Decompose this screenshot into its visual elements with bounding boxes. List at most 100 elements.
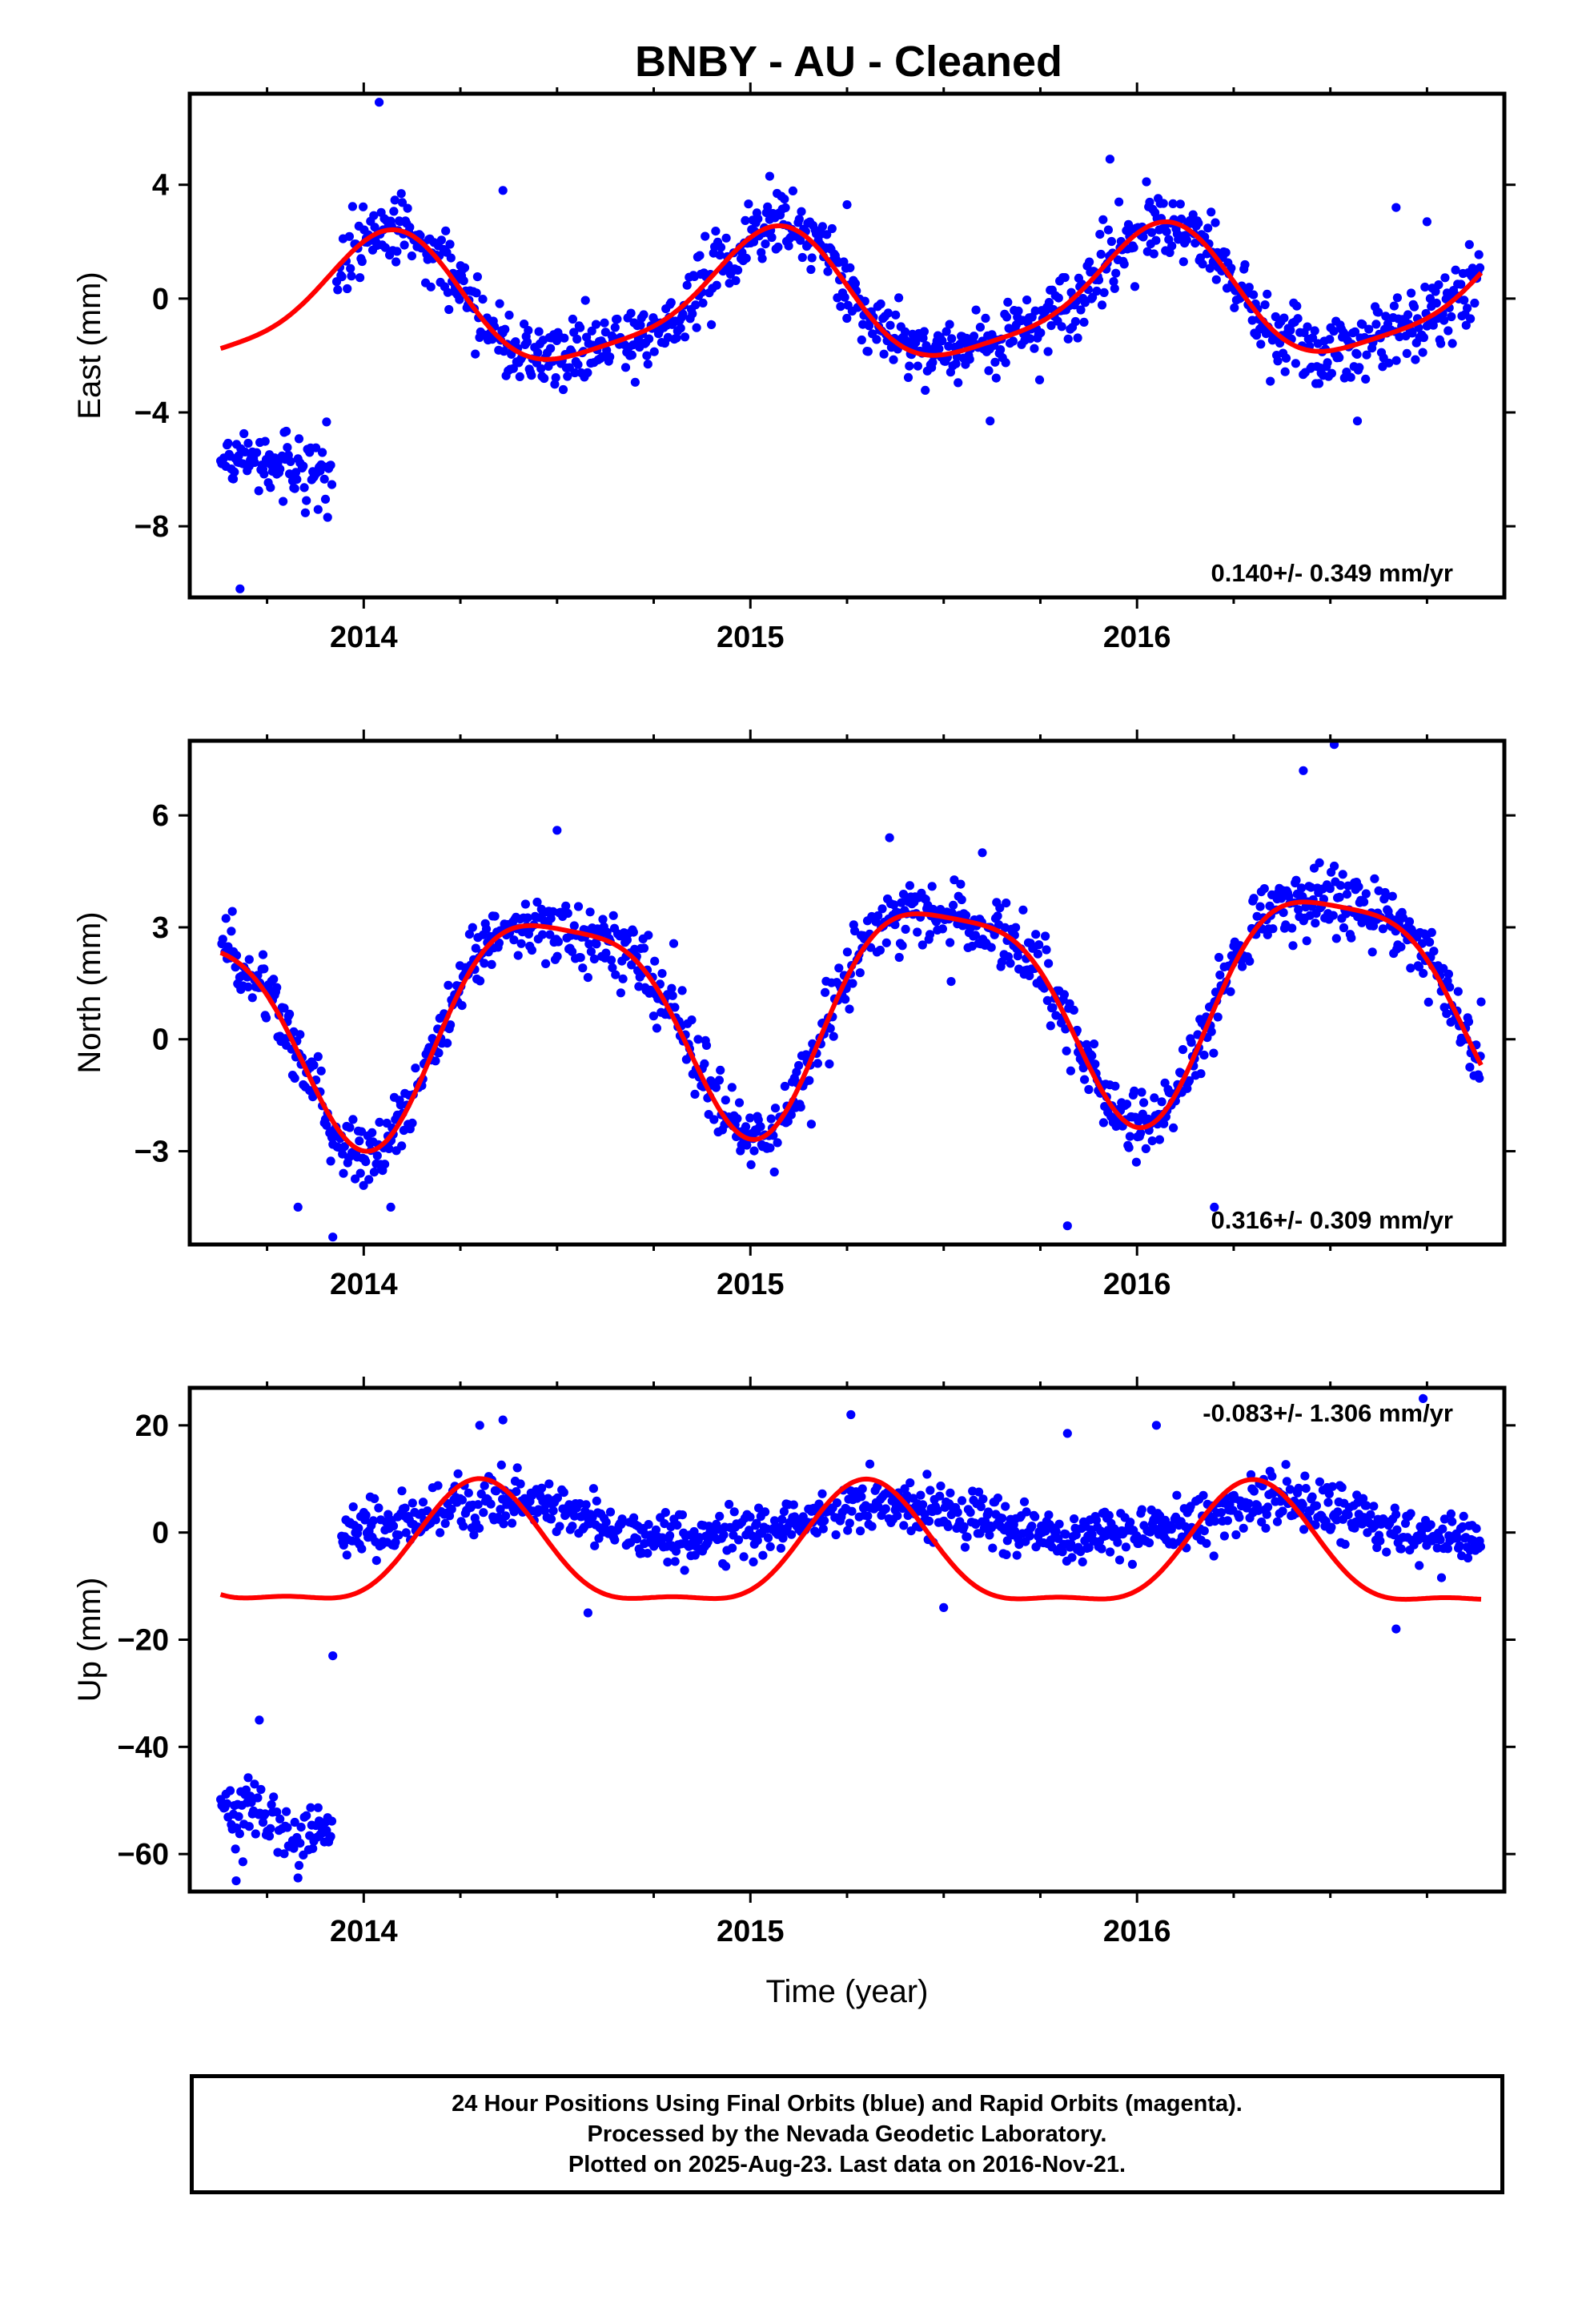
north-y-tick-label: 6 bbox=[152, 799, 169, 833]
up-data-point bbox=[610, 1535, 620, 1545]
east-data-point bbox=[1151, 235, 1161, 245]
north-data-point bbox=[1013, 951, 1022, 961]
north-data-point bbox=[1080, 1075, 1090, 1084]
up-data-point bbox=[1027, 1522, 1037, 1531]
up-data-point bbox=[1281, 1460, 1291, 1470]
east-data-point bbox=[857, 335, 866, 345]
north-data-point bbox=[1025, 971, 1034, 980]
north-data-point bbox=[1226, 987, 1235, 996]
north-data-point bbox=[538, 930, 548, 939]
north-data-point bbox=[364, 1175, 374, 1184]
up-data-point bbox=[857, 1484, 867, 1494]
up-data-point bbox=[1010, 1526, 1020, 1536]
up-data-point bbox=[440, 1518, 450, 1528]
east-data-point bbox=[389, 207, 399, 216]
up-data-point bbox=[1002, 1536, 1012, 1546]
east-data-point bbox=[322, 417, 331, 427]
north-data-point bbox=[850, 926, 860, 936]
east-data-point bbox=[1420, 282, 1430, 292]
north-data-point bbox=[749, 1146, 759, 1156]
up-data-point bbox=[703, 1537, 713, 1546]
east-data-point bbox=[1221, 247, 1231, 257]
north-data-point bbox=[670, 1003, 680, 1012]
up-outlier-point bbox=[255, 1715, 264, 1725]
east-data-point bbox=[1114, 197, 1124, 207]
up-data-point bbox=[590, 1541, 600, 1550]
up-outlier-point bbox=[1151, 1421, 1161, 1430]
north-data-point bbox=[1048, 1003, 1058, 1012]
east-data-point bbox=[1325, 335, 1335, 344]
east-data-point bbox=[1211, 275, 1221, 284]
up-x-tick-label: 2016 bbox=[1103, 1915, 1171, 1948]
up-data-point bbox=[677, 1510, 688, 1520]
east-data-point bbox=[347, 271, 356, 281]
east-data-point bbox=[1110, 283, 1119, 293]
up-data-point bbox=[680, 1566, 689, 1575]
east-data-point bbox=[455, 295, 464, 304]
east-data-point bbox=[1168, 199, 1178, 208]
up-data-point bbox=[957, 1496, 967, 1506]
up-y-axis-label: Up (mm) bbox=[72, 1578, 107, 1703]
north-panel: 2014 2015 2016 6 3 0 −3 North (mm) 0.316+/- 0.30… bbox=[72, 730, 1516, 1301]
east-data-point bbox=[318, 448, 327, 457]
north-data-point bbox=[1429, 947, 1439, 956]
up-data-point bbox=[1307, 1492, 1317, 1502]
up-data-point bbox=[293, 1873, 303, 1883]
up-data-point bbox=[457, 1495, 468, 1505]
east-data-point bbox=[707, 320, 717, 329]
north-data-point bbox=[873, 911, 883, 921]
east-data-point bbox=[570, 368, 580, 378]
up-data-point bbox=[1400, 1518, 1411, 1528]
east-data-point bbox=[1384, 358, 1394, 368]
east-data-point bbox=[572, 334, 582, 344]
north-data-point bbox=[1417, 939, 1427, 948]
north-data-point bbox=[901, 924, 910, 934]
north-x-tick-label: 2015 bbox=[717, 1268, 785, 1301]
north-y-tick-label: −3 bbox=[135, 1136, 169, 1169]
north-data-point bbox=[1184, 1076, 1195, 1086]
north-data-point bbox=[568, 947, 577, 956]
north-data-point bbox=[1002, 899, 1011, 908]
east-data-point bbox=[965, 355, 974, 364]
up-data-point bbox=[605, 1507, 616, 1517]
east-data-point bbox=[1310, 326, 1319, 336]
east-data-point bbox=[568, 314, 578, 324]
north-data-point bbox=[290, 1073, 299, 1083]
east-x-tick-label: 2016 bbox=[1103, 621, 1171, 654]
up-data-point bbox=[1223, 1516, 1232, 1526]
up-data-point bbox=[1262, 1510, 1271, 1519]
up-data-point bbox=[401, 1528, 411, 1538]
up-data-point bbox=[1002, 1550, 1011, 1559]
north-data-point bbox=[648, 1011, 659, 1021]
up-data-point bbox=[1301, 1484, 1311, 1494]
east-data-point bbox=[391, 257, 401, 267]
up-data-point bbox=[1239, 1523, 1248, 1533]
up-data-point bbox=[1071, 1530, 1081, 1540]
up-data-point bbox=[296, 1823, 306, 1832]
east-data-point bbox=[649, 347, 659, 356]
north-data-point bbox=[1139, 1098, 1149, 1108]
up-data-point bbox=[342, 1550, 351, 1560]
up-data-point bbox=[1359, 1494, 1368, 1503]
up-data-point bbox=[1210, 1517, 1220, 1526]
north-data-point bbox=[471, 943, 480, 953]
north-data-point bbox=[721, 1096, 730, 1105]
east-data-point bbox=[1203, 223, 1213, 233]
up-data-point bbox=[243, 1773, 253, 1783]
east-y-axis-label: East (mm) bbox=[72, 271, 107, 419]
east-outlier-point bbox=[1422, 217, 1431, 227]
north-data-point bbox=[585, 907, 595, 917]
north-data-point bbox=[552, 951, 562, 961]
east-data-point bbox=[1280, 367, 1290, 376]
up-data-point bbox=[266, 1823, 275, 1833]
north-data-point bbox=[1302, 936, 1311, 946]
north-data-point bbox=[917, 940, 927, 950]
north-data-point bbox=[513, 951, 523, 960]
east-data-point bbox=[797, 207, 806, 216]
north-data-point bbox=[573, 902, 584, 911]
up-data-point bbox=[234, 1811, 243, 1821]
north-data-point bbox=[829, 1031, 838, 1041]
east-data-point bbox=[283, 443, 292, 452]
up-data-point bbox=[1426, 1520, 1435, 1530]
